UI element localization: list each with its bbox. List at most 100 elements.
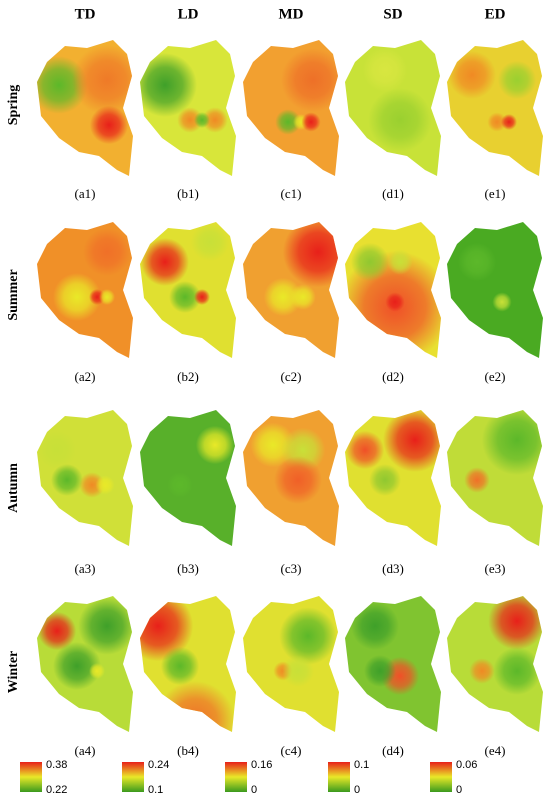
panel-label: (a2) (75, 369, 96, 384)
map-hotspot (493, 647, 541, 695)
legend-max: 0.24 (148, 759, 169, 771)
map-hotspot (195, 425, 235, 465)
map-hotspot (37, 430, 77, 470)
legend-max: 0.38 (46, 759, 67, 771)
column-header: TD (75, 6, 96, 22)
panel-label: (c1) (281, 186, 302, 201)
legend-bar (20, 762, 42, 792)
map-panel (243, 222, 339, 358)
panel-label: (e1) (485, 186, 506, 201)
map-hotspot (501, 114, 517, 130)
map-hotspot (202, 107, 228, 133)
map-panel (243, 40, 339, 176)
map-hotspot (51, 464, 83, 496)
map-panel (140, 410, 236, 546)
map-hotspot (194, 289, 210, 305)
panel-label: (c4) (281, 743, 302, 758)
map-panel (447, 410, 543, 546)
map-hotspot (282, 655, 314, 687)
row-label: Autumn (6, 463, 21, 513)
panel-label: (a1) (75, 186, 96, 201)
panel-label: (a3) (75, 561, 96, 576)
map-base (447, 222, 543, 358)
map-panel (37, 410, 133, 546)
map-base (447, 40, 543, 176)
map-hotspot (345, 430, 385, 470)
map-hotspot (464, 467, 490, 493)
legend-max: 0.16 (251, 759, 272, 771)
map-hotspot (167, 472, 193, 498)
map-hotspot (448, 51, 496, 99)
map-panel (345, 596, 441, 732)
map-hotspot (279, 607, 337, 665)
map-panel (140, 596, 236, 732)
panel-label: (b4) (177, 743, 199, 758)
legend-max: 0.1 (354, 759, 369, 771)
panel-label: (c2) (281, 369, 302, 384)
map-hotspot (53, 273, 101, 321)
legend-min: 0.1 (148, 784, 163, 796)
legend-bar (122, 762, 144, 792)
column-header: MD (279, 6, 304, 22)
map-panel (447, 596, 543, 732)
map-hotspot (275, 109, 301, 135)
map-panel (243, 410, 339, 546)
panel-label: (d1) (382, 186, 404, 201)
panel-label: (e4) (485, 743, 506, 758)
map-hotspot (488, 596, 543, 650)
map-panel (37, 596, 133, 732)
map-panel (447, 40, 543, 176)
map-hotspot (37, 611, 77, 651)
map-hotspot (141, 238, 189, 286)
map-hotspot (368, 88, 432, 152)
map-hotspot (350, 242, 390, 282)
map-hotspot (362, 47, 408, 93)
panel-label: (d3) (382, 561, 404, 576)
panel-label: (c3) (281, 561, 302, 576)
map-hotspot (492, 292, 512, 312)
map-hotspot (469, 658, 495, 684)
map-hotspot (274, 456, 322, 504)
map-hotspot (481, 410, 543, 476)
map-hotspot (177, 107, 203, 133)
panel-label: (d4) (382, 743, 404, 758)
row-label: Spring (6, 85, 21, 125)
map-panel (447, 222, 543, 358)
map-hotspot (169, 281, 201, 313)
panel-label: (a4) (75, 743, 96, 758)
map-hotspot (301, 112, 321, 132)
map-hotspot (53, 642, 101, 690)
map-hotspot (263, 277, 303, 317)
panel-label: (e2) (485, 369, 506, 384)
map-hotspot (89, 663, 105, 679)
map-hotspot (95, 475, 115, 495)
map-hotspot (385, 292, 405, 312)
map-hotspot (71, 44, 133, 116)
panel-label: (b1) (177, 186, 199, 201)
map-hotspot (140, 53, 197, 117)
map-panel (140, 40, 236, 176)
legend-min: 0 (251, 784, 257, 796)
map-panel (37, 222, 133, 358)
map-hotspot (487, 112, 507, 132)
map-panel (345, 40, 441, 176)
column-header: LD (178, 6, 199, 22)
column-header: SD (383, 6, 402, 22)
panel-label: (b2) (177, 369, 199, 384)
legend-bar (430, 762, 452, 792)
map-hotspot (194, 112, 210, 128)
legend-min: 0 (456, 784, 462, 796)
map-panel (345, 410, 441, 546)
map-hotspot (351, 602, 399, 650)
legend-min: 0.22 (46, 784, 67, 796)
panel-label: (b3) (177, 561, 199, 576)
legend-bar (328, 762, 350, 792)
map-hotspot (383, 410, 441, 472)
row-label: Winter (6, 651, 21, 694)
map-hotspot (190, 222, 230, 262)
column-header: ED (485, 6, 506, 22)
map-hotspot (457, 242, 497, 282)
map-hotspot (290, 284, 316, 310)
map-panel (243, 596, 339, 732)
